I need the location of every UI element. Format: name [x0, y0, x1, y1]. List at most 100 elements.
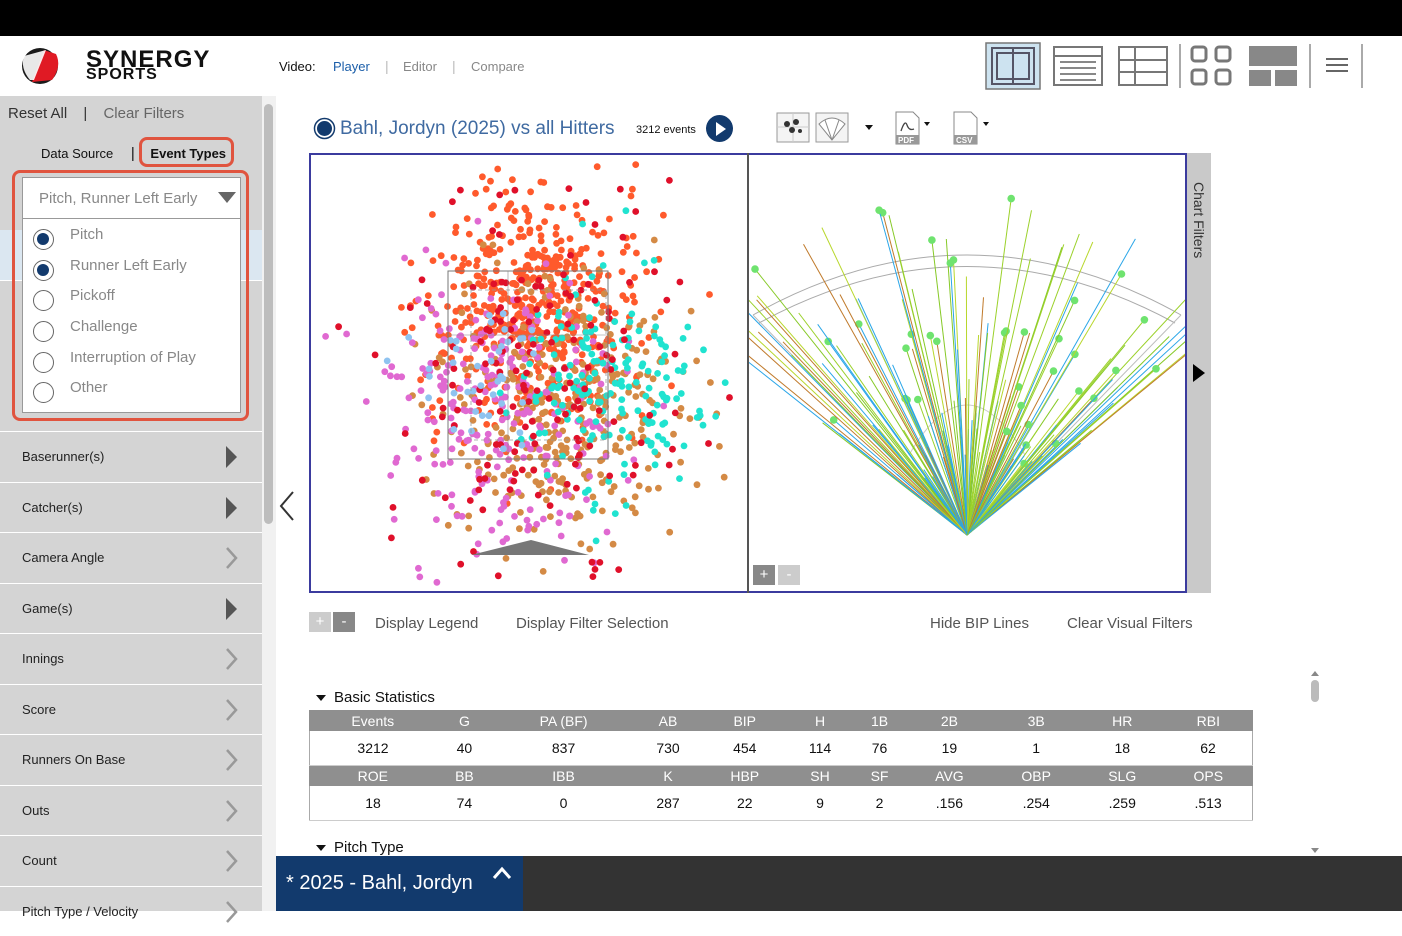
pitch-location-scatter[interactable] — [311, 155, 747, 591]
top-black-bar — [0, 0, 1402, 36]
basic-statistics-header[interactable]: Basic Statistics — [316, 689, 435, 706]
chevron-left-icon[interactable] — [278, 490, 296, 531]
filter-row-catcher-s[interactable]: Catcher(s) — [0, 481, 262, 532]
stats-value-cell: 18 — [1080, 730, 1165, 766]
stats-value-cell: 837 — [492, 730, 635, 766]
radio-unchecked-icon[interactable] — [33, 290, 54, 311]
grid-view-icon[interactable] — [1188, 42, 1236, 90]
chevron-right-icon[interactable] — [224, 496, 238, 520]
clear-visual-filters-button[interactable]: Clear Visual Filters — [1067, 615, 1193, 632]
chevron-down-icon[interactable] — [218, 192, 236, 203]
filter-row-label: Pitch Type / Velocity — [22, 903, 139, 919]
pdf-label: PDF — [898, 136, 914, 145]
display-filter-selection-button[interactable]: Display Filter Selection — [516, 615, 669, 632]
chevron-right-icon[interactable] — [224, 748, 238, 772]
player-title: Bahl, Jordyn (2025) vs all Hitters — [340, 118, 615, 139]
hide-bip-lines-button[interactable]: Hide BIP Lines — [930, 615, 1029, 632]
basic-statistics-table: Events G PA (BF) AB BIP H 1B 2B 3B HR RBI 3212 40 83… — [309, 710, 1254, 821]
split-view-icon[interactable] — [1246, 42, 1300, 90]
spray-chart[interactable] — [749, 155, 1185, 591]
collapse-triangle-icon — [316, 695, 326, 702]
scatter-points — [322, 161, 733, 586]
sidebar-actions: Reset All | Clear Filters — [8, 105, 184, 122]
stats-value-cell: 0 — [492, 785, 635, 821]
filter-row-outs[interactable]: Outs — [0, 784, 262, 835]
stats-column-header: K — [633, 765, 703, 786]
chevron-right-icon[interactable] — [224, 597, 238, 621]
spray-view-icon[interactable] — [815, 112, 849, 143]
chevron-right-icon[interactable] — [224, 546, 238, 570]
filter-row-runners-on-base[interactable]: Runners On Base — [0, 734, 262, 784]
tab-data-source[interactable]: Data Source — [41, 146, 114, 161]
scatter-view-icon[interactable] — [776, 112, 810, 143]
nav-editor[interactable]: Editor — [403, 59, 437, 74]
brand-line1: SYNERGY — [86, 46, 211, 73]
option-label: Pickoff — [70, 287, 115, 304]
chevron-right-icon[interactable] — [224, 799, 238, 823]
zoom-in-button[interactable]: + — [309, 612, 331, 632]
option-label: Pitch — [70, 226, 104, 243]
option-label: Other — [70, 379, 108, 396]
tab-separator: | — [130, 145, 135, 162]
chevron-right-icon[interactable] — [224, 849, 238, 873]
section-title: Pitch Type — [334, 839, 404, 856]
single-view-icon[interactable] — [985, 42, 1041, 90]
toolbar-divider — [1179, 44, 1181, 88]
collapse-triangle-icon — [316, 845, 326, 852]
spray-zoom-out-button[interactable]: - — [778, 565, 800, 585]
stats-column-header: OBP — [991, 765, 1081, 786]
csv-icon[interactable]: CSV — [953, 111, 993, 145]
play-button[interactable] — [706, 115, 733, 142]
option-label: Runner Left Early — [70, 257, 187, 274]
stats-column-header: RBI — [1163, 710, 1254, 731]
stats-value-cell: .254 — [992, 785, 1081, 821]
stats-column-header: G — [435, 710, 494, 731]
spray-zoom-in-button[interactable]: + — [753, 565, 775, 585]
filter-row-label: Innings — [22, 651, 64, 666]
sidebar-scroll-thumb[interactable] — [264, 104, 273, 524]
option-label: Challenge — [70, 318, 138, 335]
stats-column-header: PA (BF) — [492, 710, 635, 731]
chevron-up-icon[interactable] — [492, 866, 512, 880]
chevron-right-icon[interactable] — [224, 900, 238, 924]
stats-value-cell: .156 — [906, 785, 993, 821]
chevron-right-icon[interactable] — [1193, 364, 1205, 382]
stats-column-header: HR — [1079, 710, 1165, 731]
radio-unchecked-icon[interactable] — [33, 352, 54, 373]
synergy-logo-icon — [22, 48, 59, 84]
pitch-type-header[interactable]: Pitch Type — [316, 839, 404, 856]
filter-row-score[interactable]: Score — [0, 683, 262, 734]
option-label: Interruption of Play — [70, 349, 196, 366]
radio-checked-icon[interactable] — [33, 260, 54, 281]
list-view-icon[interactable] — [1117, 42, 1169, 90]
chevron-right-icon[interactable] — [224, 445, 238, 469]
chevron-down-icon[interactable] — [864, 124, 874, 132]
stats-value-cell: 76 — [852, 730, 907, 766]
nav-compare[interactable]: Compare — [471, 59, 525, 74]
filter-row-label: Baserunner(s) — [22, 449, 105, 464]
display-legend-button[interactable]: Display Legend — [375, 615, 479, 632]
pdf-icon[interactable]: PDF — [895, 111, 935, 145]
filter-row-baserunner-s[interactable]: Baserunner(s) — [0, 431, 262, 481]
menu-icon[interactable] — [1322, 42, 1352, 90]
filter-row-camera-angle[interactable]: Camera Angle — [0, 532, 262, 582]
table-view-icon[interactable] — [1052, 42, 1104, 90]
radio-unchecked-icon[interactable] — [33, 321, 54, 342]
chevron-right-icon[interactable] — [224, 698, 238, 722]
filter-row-label: Camera Angle — [22, 550, 105, 565]
stats-column-header: SF — [851, 765, 908, 786]
radio-checked-icon[interactable] — [33, 229, 54, 250]
filter-row-count[interactable]: Count — [0, 835, 262, 885]
radio-unchecked-icon[interactable] — [33, 382, 54, 403]
zoom-out-button[interactable]: - — [333, 612, 355, 632]
reset-all-button[interactable]: Reset All — [8, 105, 68, 122]
filter-row-innings[interactable]: Innings — [0, 633, 262, 683]
tab-event-types[interactable]: Event Types — [150, 146, 227, 161]
chevron-right-icon[interactable] — [224, 647, 238, 671]
event-types-select[interactable]: Pitch, Runner Left Early — [22, 177, 241, 219]
stats-scrollbar[interactable] — [1309, 668, 1321, 854]
clear-filters-button[interactable]: Clear Filters — [103, 105, 185, 122]
playlist-tab[interactable]: * 2025 - Bahl, Jordyn — [276, 856, 523, 911]
nav-player[interactable]: Player — [333, 59, 370, 74]
filter-row-game-s[interactable]: Game(s) — [0, 582, 262, 633]
